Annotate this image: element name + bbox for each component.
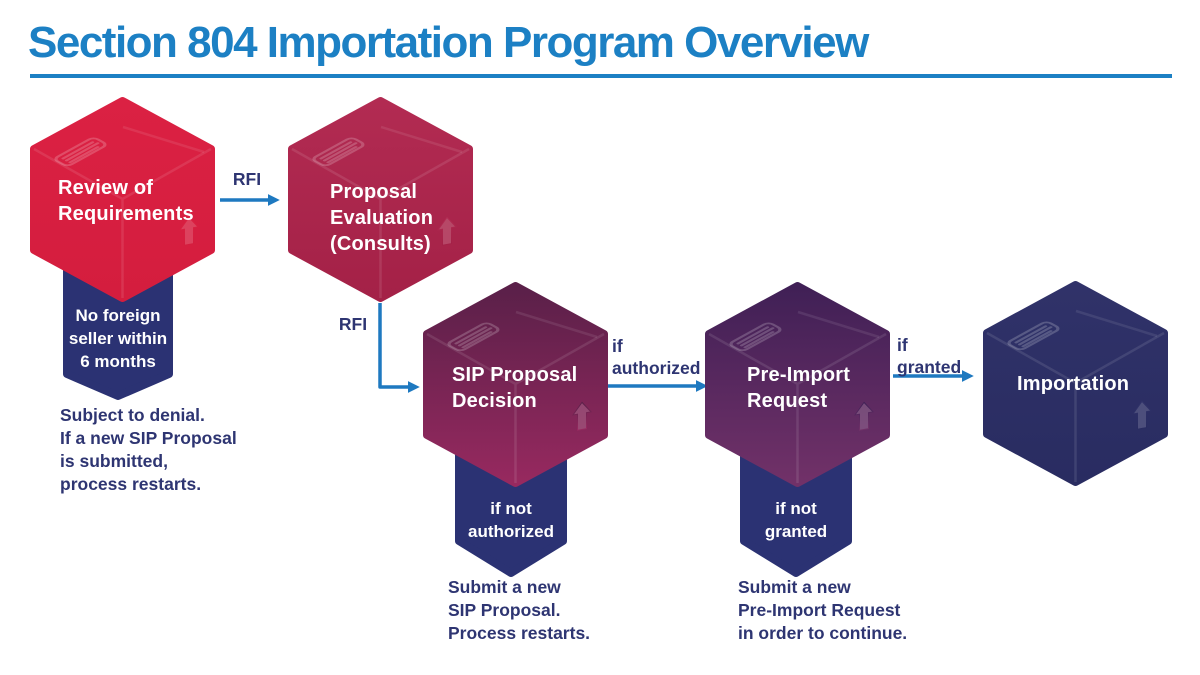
arrow-label: RFI — [232, 169, 262, 189]
arrow-label: RFI — [338, 314, 368, 334]
banner-label: if not granted — [764, 499, 828, 541]
note-submit-new-sip-proposal: Submit a new SIP Proposal. Process resta… — [448, 577, 591, 643]
process-node-pre-import-request: Pre-Import Request — [705, 282, 890, 487]
banner-label: if not authorized — [468, 499, 554, 541]
arrow-icon — [608, 380, 708, 392]
arrow-icon — [893, 370, 974, 382]
arrow-icon — [220, 194, 280, 206]
banner-label: No foreign seller within 6 months — [68, 306, 168, 371]
arrow-icon — [378, 303, 420, 393]
node-label: Proposal Evaluation (Consults) — [330, 181, 434, 255]
process-node-review-of-requirements: Review of Requirements — [30, 97, 215, 302]
note-subject-to-denial: Subject to denial. If a new SIP Proposal… — [60, 405, 237, 494]
flow-arrow-decision-to-preimport — [602, 376, 714, 396]
node-label: SIP Proposal Decision — [452, 364, 578, 412]
flow-arrow-review-to-evaluation — [218, 190, 288, 210]
title-underline — [30, 74, 1172, 78]
process-node-sip-proposal-decision: SIP Proposal Decision — [423, 282, 608, 487]
page-title: Section 804 Importation Program Overview — [28, 18, 869, 67]
process-node-proposal-evaluation: Proposal Evaluation (Consults) — [288, 97, 473, 302]
arrow-label: if authorized — [612, 336, 701, 378]
flow-arrow-preimport-to-importation — [889, 366, 981, 386]
note-submit-new-preimport-request: Submit a new Pre-Import Request in order… — [738, 577, 908, 643]
flow-arrow-evaluation-to-decision — [369, 301, 433, 393]
arrow-label: if granted — [897, 335, 962, 377]
node-label: Pre-Import Request — [747, 364, 851, 412]
node-label: Importation — [1017, 373, 1130, 395]
process-node-importation: Importation — [983, 281, 1168, 486]
node-label: Review of Requirements — [58, 177, 194, 225]
